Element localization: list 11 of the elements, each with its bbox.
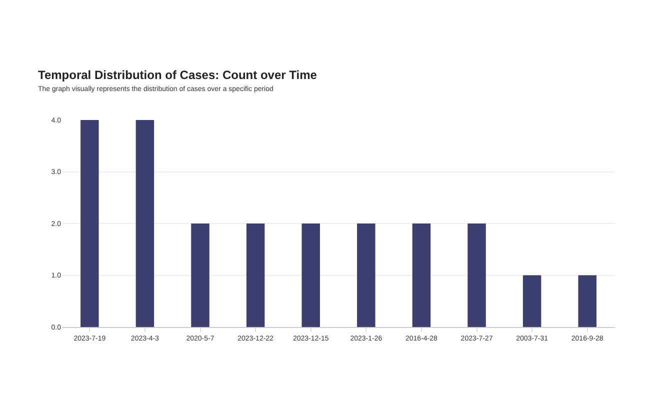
bar xyxy=(191,224,210,327)
bar xyxy=(80,120,99,327)
chart-title: Temporal Distribution of Cases: Count over Time xyxy=(38,68,317,82)
bar xyxy=(412,224,431,327)
bar xyxy=(357,224,376,327)
bar xyxy=(468,224,486,327)
bar xyxy=(302,224,320,327)
bar xyxy=(136,120,154,327)
bar xyxy=(522,275,542,327)
bar xyxy=(246,224,265,327)
bar xyxy=(578,275,596,327)
